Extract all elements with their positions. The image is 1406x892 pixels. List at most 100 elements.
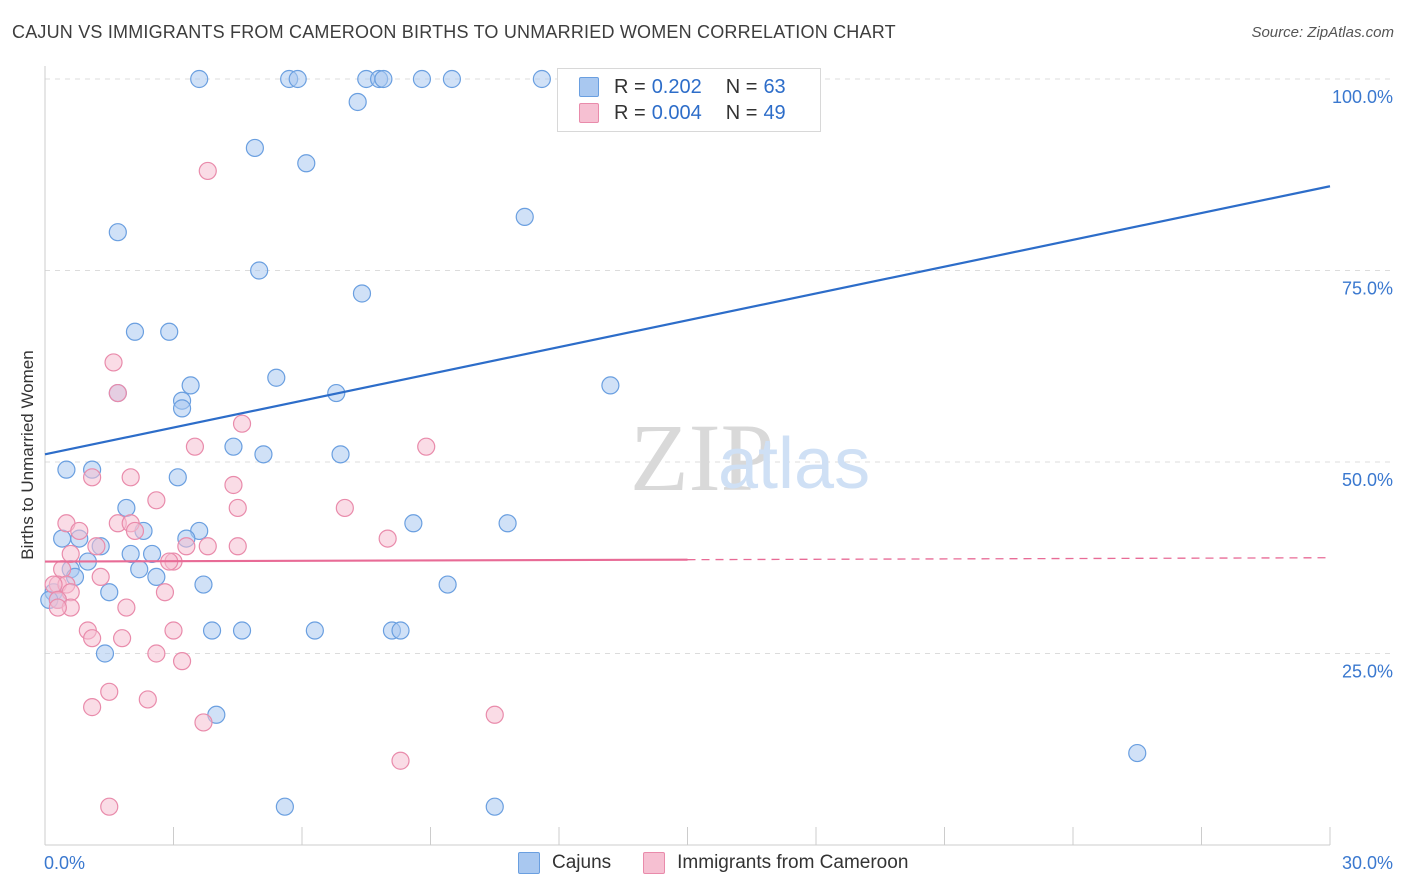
data-point [404, 514, 423, 533]
data-point [138, 690, 157, 709]
y-tick-label: 75.0% [1342, 279, 1393, 299]
legend-swatch-cameroon [643, 852, 666, 874]
legend-n-value: 63 [763, 75, 786, 98]
data-point [117, 598, 136, 617]
data-point [335, 498, 354, 518]
legend-row-cajuns: R = 0.202 N = 63 [579, 75, 786, 99]
data-point [378, 529, 397, 548]
data-point [194, 575, 213, 594]
data-point [100, 583, 119, 602]
data-point [108, 223, 127, 242]
trend-lines [44, 185, 1331, 563]
data-point [164, 621, 183, 640]
data-point [100, 682, 119, 701]
data-point [228, 537, 247, 556]
data-point [391, 751, 410, 770]
data-point [485, 705, 504, 724]
data-point [125, 521, 145, 541]
trend-line [44, 558, 688, 563]
legend-row-cameroon: R = 0.004 N = 49 [579, 101, 786, 125]
data-point [83, 698, 102, 717]
data-point [515, 207, 534, 226]
data-point [391, 621, 410, 640]
data-point [498, 514, 517, 533]
watermark-zip: ZIP [630, 404, 774, 511]
data-point [95, 644, 115, 663]
data-point [417, 437, 436, 456]
data-point [352, 284, 372, 303]
data-point [177, 537, 196, 556]
data-point [232, 621, 252, 640]
data-point [305, 621, 324, 640]
legend-r-label: R = [614, 101, 646, 124]
legend-r-label: R = [614, 75, 646, 98]
data-point [232, 414, 252, 433]
data-point [254, 445, 273, 464]
data-point [100, 797, 119, 816]
data-point [224, 475, 243, 495]
data-point [121, 468, 140, 487]
data-point [70, 521, 89, 541]
data-point [438, 575, 457, 594]
legend-swatch-cajuns [579, 77, 599, 97]
data-point [412, 69, 432, 89]
data-point [147, 567, 166, 587]
data-point [297, 154, 316, 173]
legend-item-cameroon[interactable]: Immigrants from Cameroon [643, 852, 908, 874]
data-point [275, 797, 294, 816]
data-point [142, 544, 162, 564]
data-point [53, 560, 72, 579]
data-point [112, 629, 132, 648]
legend-r-value: 0.202 [651, 75, 702, 98]
legend-n-value: 49 [763, 101, 786, 124]
legend-n-label: N = [725, 101, 758, 124]
data-point [181, 376, 200, 395]
data-point [172, 399, 192, 418]
chart-title: CAJUN VS IMMIGRANTS FROM CAMEROON BIRTHS… [12, 22, 896, 42]
series-cameroon [44, 161, 504, 816]
data-point [224, 437, 243, 456]
data-point [1128, 743, 1147, 763]
legend-swatch-cajuns [518, 852, 540, 874]
legend-label-cameroon: Immigrants from Cameroon [677, 852, 909, 873]
data-point [228, 498, 247, 518]
data-point [172, 652, 192, 671]
data-point [485, 797, 504, 816]
data-point [44, 575, 63, 594]
data-point [108, 383, 127, 403]
axes [44, 66, 1331, 846]
data-point [83, 468, 102, 487]
y-tick-label: 25.0% [1342, 662, 1393, 682]
data-point [245, 138, 264, 158]
data-point [185, 437, 205, 456]
stats-legend: R = 0.202 N = 63 R = 0.004 N = 49 [557, 68, 821, 132]
data-point [168, 468, 187, 487]
data-point [198, 161, 217, 181]
legend-swatch-cameroon [579, 103, 599, 123]
legend-label-cajuns: Cajuns [552, 852, 612, 873]
data-point [147, 491, 166, 510]
data-point [250, 261, 269, 280]
data-point [48, 598, 67, 617]
data-point [601, 376, 620, 395]
data-point [130, 560, 149, 579]
data-point [194, 713, 213, 732]
data-point [57, 460, 76, 479]
data-point [104, 353, 123, 372]
data-point [532, 69, 551, 89]
data-point [160, 322, 179, 341]
source-credit: Source: ZipAtlas.com [1251, 24, 1394, 41]
data-point [267, 368, 286, 387]
data-point [331, 445, 350, 464]
legend-item-cajuns[interactable]: Cajuns [518, 852, 611, 874]
data-point [288, 69, 307, 89]
y-tick-label: 100.0% [1332, 87, 1393, 107]
gridlines [45, 78, 1393, 654]
data-point [125, 322, 145, 341]
series-cajuns [40, 69, 1147, 816]
legend-r-value: 0.004 [651, 101, 702, 124]
data-point [348, 92, 367, 112]
trend-line-extension [687, 557, 1331, 561]
data-point [374, 69, 393, 89]
